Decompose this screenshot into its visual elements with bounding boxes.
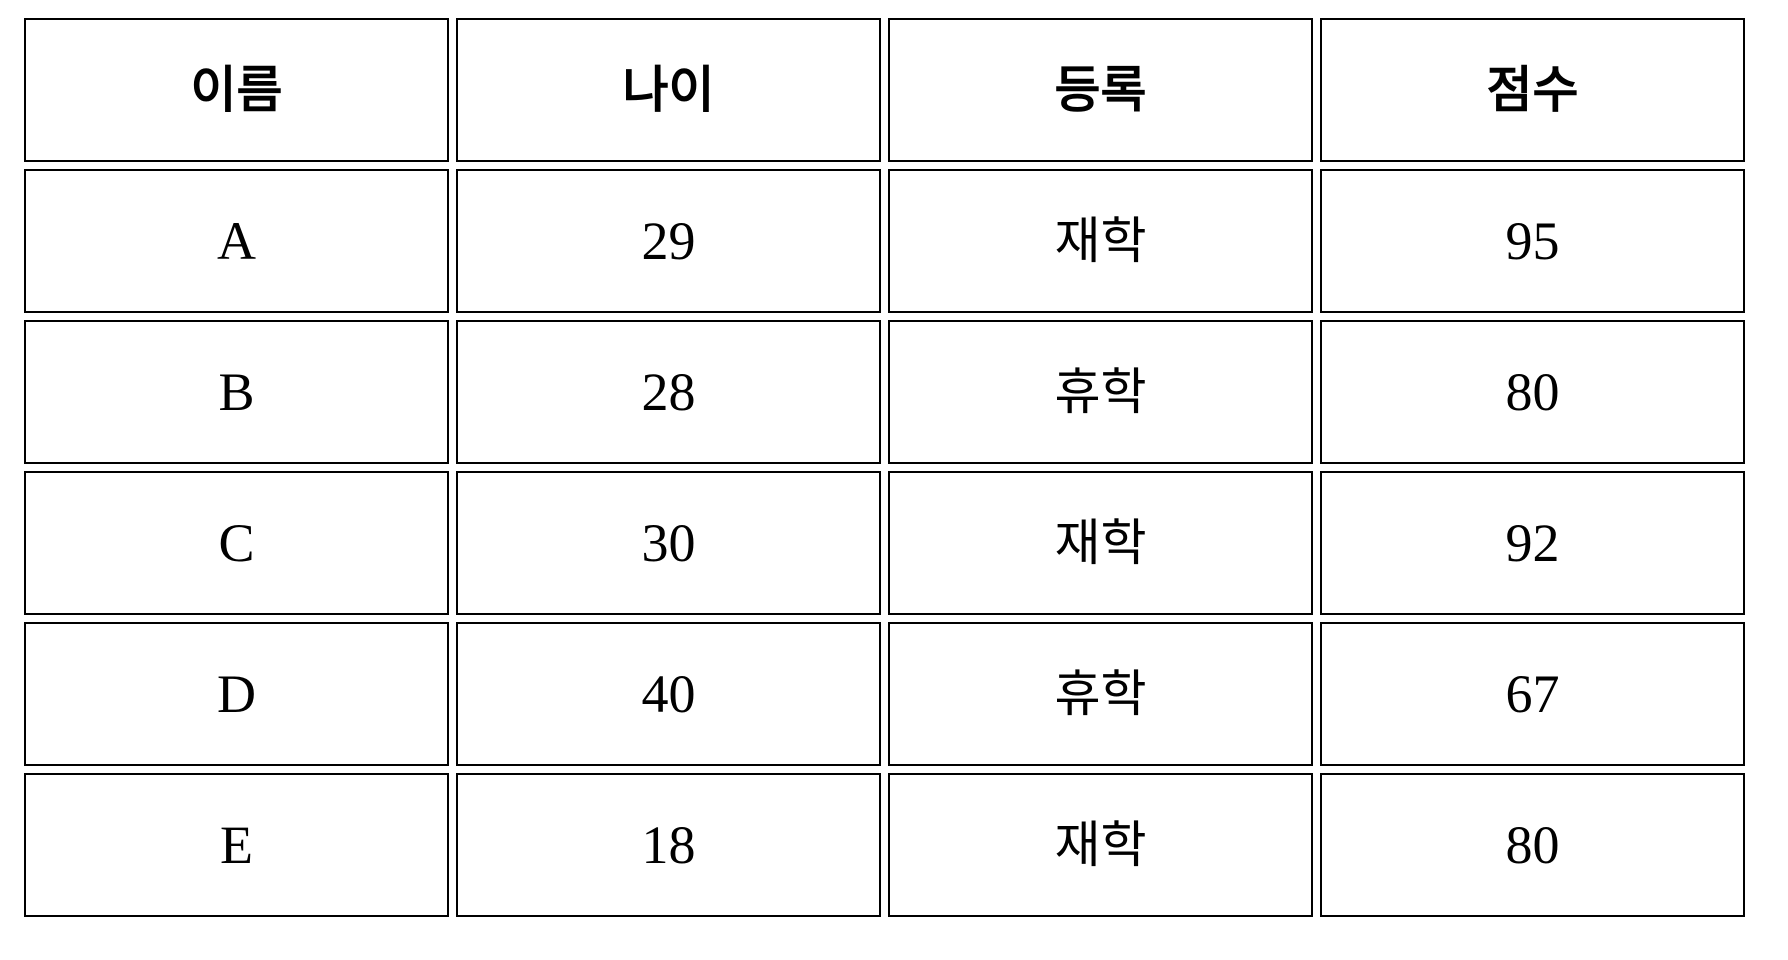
cell-enrollment: 재학	[888, 773, 1313, 917]
cell-score: 95	[1320, 169, 1745, 313]
cell-enrollment: 재학	[888, 169, 1313, 313]
table-header-row: 이름 나이 등록 점수	[24, 18, 1745, 162]
cell-enrollment: 휴학	[888, 622, 1313, 766]
cell-age: 28	[456, 320, 881, 464]
table-row: D 40 휴학 67	[24, 622, 1745, 766]
cell-name: C	[24, 471, 449, 615]
cell-score: 67	[1320, 622, 1745, 766]
cell-name: B	[24, 320, 449, 464]
cell-name: D	[24, 622, 449, 766]
cell-age: 40	[456, 622, 881, 766]
cell-score: 92	[1320, 471, 1745, 615]
cell-name: E	[24, 773, 449, 917]
cell-score: 80	[1320, 773, 1745, 917]
cell-enrollment: 재학	[888, 471, 1313, 615]
table-row: B 28 휴학 80	[24, 320, 1745, 464]
table-row: E 18 재학 80	[24, 773, 1745, 917]
table-row: A 29 재학 95	[24, 169, 1745, 313]
cell-score: 80	[1320, 320, 1745, 464]
cell-enrollment: 휴학	[888, 320, 1313, 464]
cell-age: 30	[456, 471, 881, 615]
header-name: 이름	[24, 18, 449, 162]
cell-age: 29	[456, 169, 881, 313]
header-age: 나이	[456, 18, 881, 162]
table-row: C 30 재학 92	[24, 471, 1745, 615]
header-score: 점수	[1320, 18, 1745, 162]
cell-name: A	[24, 169, 449, 313]
data-table: 이름 나이 등록 점수 A 29 재학 95 B 28 휴학 80 C 30 재…	[17, 11, 1752, 924]
cell-age: 18	[456, 773, 881, 917]
header-enrollment: 등록	[888, 18, 1313, 162]
